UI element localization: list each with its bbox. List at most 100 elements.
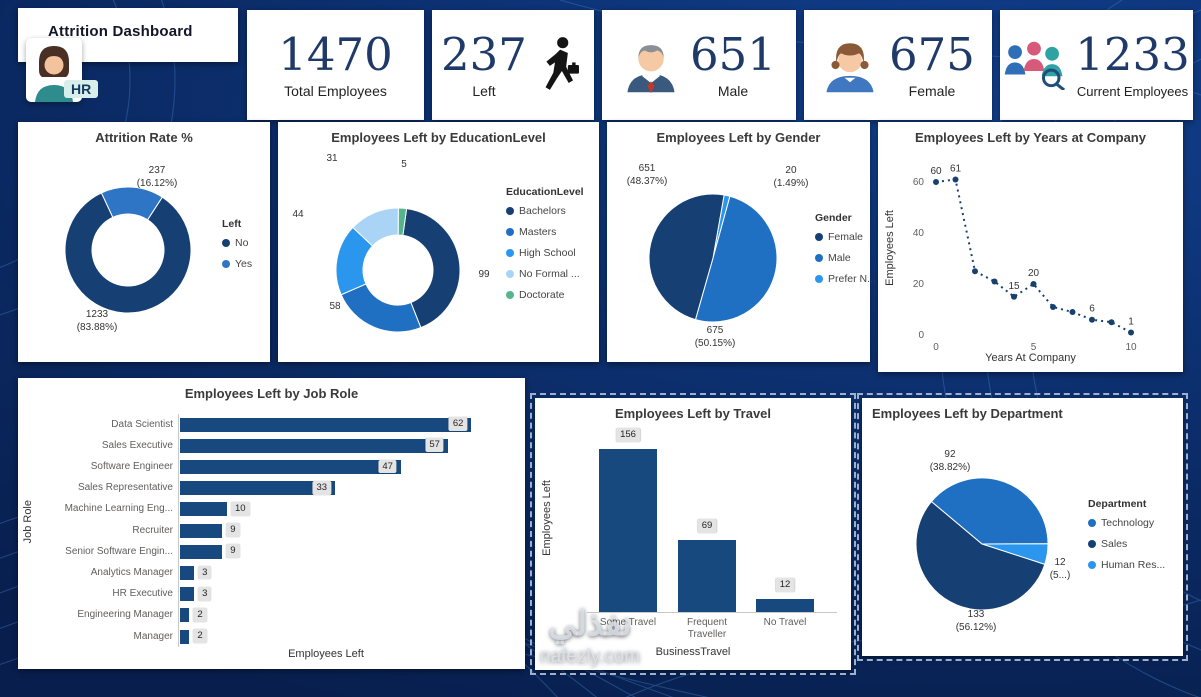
bar-senior-software-engin[interactable]: [180, 544, 223, 559]
bar-recruiter[interactable]: [180, 523, 223, 538]
data-point-5[interactable]: [1030, 281, 1037, 287]
bar-hr-executive[interactable]: [180, 587, 195, 602]
legend: Department Technology Sales Human Res...: [1088, 498, 1165, 580]
legend: Left No Yes: [222, 218, 252, 279]
legend-dot: [1088, 519, 1096, 527]
legend-item-female[interactable]: Female: [815, 231, 876, 243]
slice-female[interactable]: [648, 193, 725, 321]
watermark-url: nafezly.com: [540, 646, 640, 668]
data-point-9[interactable]: [1108, 319, 1115, 326]
data-point-8[interactable]: [1089, 316, 1095, 323]
data-label-technology: 92 (38.82%): [929, 449, 971, 473]
kpi-male-value: 651: [690, 27, 776, 81]
kpi-current-employees[interactable]: 1233 Current Employees: [1000, 10, 1193, 120]
legend-item-yes[interactable]: Yes: [222, 258, 252, 270]
bar-data-scientist[interactable]: [180, 417, 472, 432]
data-point-10[interactable]: [1128, 329, 1134, 336]
legend-item-male[interactable]: Male: [815, 252, 876, 264]
slice-male[interactable]: [694, 195, 778, 323]
attrition-rate-chart[interactable]: Attrition Rate % 237 (16.12%) 1233 (83.88%)…: [18, 122, 270, 362]
data-point-4[interactable]: [1011, 293, 1017, 300]
legend-item-sales[interactable]: Sales: [1088, 538, 1165, 550]
legend-dot: [506, 228, 514, 236]
bar-manager[interactable]: [180, 629, 190, 644]
legend-item-high-school[interactable]: High School: [506, 247, 584, 259]
kpi-current-value: 1233: [1075, 28, 1190, 82]
legend-dot: [1088, 540, 1096, 548]
legend-dot: [506, 249, 514, 257]
slice-no[interactable]: [64, 192, 192, 314]
legend-label: No Formal ...: [519, 268, 580, 280]
gender-chart[interactable]: Employees Left by Gender 20 (1.49%) 675 (50…: [607, 122, 876, 362]
value-label-analytics-manager: 3: [198, 565, 212, 580]
chart-title-attrition: Attrition Rate %: [95, 130, 193, 145]
legend-item-bachelors[interactable]: Bachelors: [506, 205, 584, 217]
data-label-human-res: 12 (5...): [1049, 557, 1071, 581]
data-label-high-school: 44: [292, 209, 304, 220]
kpi-female-label: Female: [908, 83, 956, 100]
bar-analytics-manager[interactable]: [180, 566, 195, 580]
slice-technology[interactable]: [930, 477, 1049, 545]
kpi-left[interactable]: 237 Left: [432, 10, 594, 120]
legend-item-doctorate[interactable]: Doctorate: [506, 289, 584, 301]
data-label-yes: 237 (16.12%): [136, 165, 178, 189]
kpi-left-value: 237: [441, 27, 527, 81]
slice-bachelors[interactable]: [402, 208, 461, 329]
department-chart[interactable]: Employees Left by Department 92 (38.82%) 1…: [857, 393, 1188, 661]
legend-label: Prefer N...: [828, 273, 876, 285]
woman-icon: [826, 43, 874, 93]
legend-label: Doctorate: [519, 289, 565, 301]
kpi-total-employees[interactable]: 1470 Total Employees: [247, 10, 424, 120]
chart-title-education: Employees Left by EducationLevel: [331, 130, 546, 145]
legend-item-technology[interactable]: Technology: [1088, 517, 1165, 529]
bar-machine-learning-eng[interactable]: [180, 502, 227, 517]
legend-dot: [222, 239, 230, 247]
legend-dot: [506, 291, 514, 299]
kpi-current-label: Current Employees: [1076, 83, 1189, 99]
data-point-0[interactable]: [933, 179, 939, 185]
kpi-male[interactable]: 651 Male: [602, 10, 796, 120]
legend-item-human-res[interactable]: Human Res...: [1088, 559, 1165, 571]
value-label-frequent-traveller: 69: [697, 518, 717, 533]
kpi-female[interactable]: 675 Female: [804, 10, 992, 120]
data-point-6[interactable]: [1050, 303, 1056, 310]
legend-label: Yes: [235, 258, 253, 270]
slice-sales[interactable]: [915, 500, 1046, 611]
bar-no-travel[interactable]: [756, 599, 814, 612]
travel-chart[interactable]: Employees Left by Travel BusinessTravel …: [530, 393, 856, 675]
data-label-doctorate: 5: [401, 159, 407, 170]
x-axis-line: [587, 612, 837, 613]
legend-item-no-formal[interactable]: No Formal ...: [506, 268, 584, 280]
bar-sales-representative[interactable]: [180, 481, 336, 496]
bar-some-travel[interactable]: [599, 448, 657, 612]
data-label-female: 651 (48.37%): [626, 163, 668, 187]
legend-dot: [815, 254, 823, 262]
job-role-chart[interactable]: Employees Left by Job Role Employees Lef…: [18, 378, 525, 669]
legend-item-prefer-n[interactable]: Prefer N...: [815, 273, 876, 285]
bar-frequent-traveller[interactable]: [678, 539, 736, 612]
bar-software-engineer[interactable]: [180, 460, 401, 474]
data-point-1[interactable]: [952, 176, 959, 183]
category-label-software-engineer: Software Engineer: [90, 461, 173, 472]
value-label-engineering-manager: 2: [193, 607, 207, 622]
kpi-male-label: Male: [717, 83, 749, 100]
legend-dot: [815, 233, 823, 241]
data-point-2[interactable]: [972, 268, 978, 275]
years-at-company-chart[interactable]: Employees Left by Years at Company Years…: [878, 122, 1183, 372]
slice-doctorate[interactable]: [397, 207, 408, 236]
legend: EducationLevel Bachelors Masters High Schoo…: [506, 186, 584, 310]
value-label-some-travel: 156: [616, 427, 640, 442]
watermark: نفذلي nafezly.com: [500, 602, 680, 668]
legend-label: High School: [519, 247, 576, 259]
value-label-sales-representative: 33: [312, 480, 332, 495]
legend-item-no[interactable]: No: [222, 237, 252, 249]
data-point-3[interactable]: [991, 278, 998, 285]
legend-item-masters[interactable]: Masters: [506, 226, 584, 238]
slice-masters[interactable]: [340, 283, 422, 333]
education-level-chart[interactable]: Employees Left by EducationLevel 99 58 44 3…: [278, 122, 599, 362]
data-point-7[interactable]: [1069, 309, 1076, 316]
bar-sales-executive[interactable]: [180, 438, 448, 453]
svg-text:61: 61: [950, 163, 962, 174]
bar-engineering-manager[interactable]: [180, 608, 190, 623]
